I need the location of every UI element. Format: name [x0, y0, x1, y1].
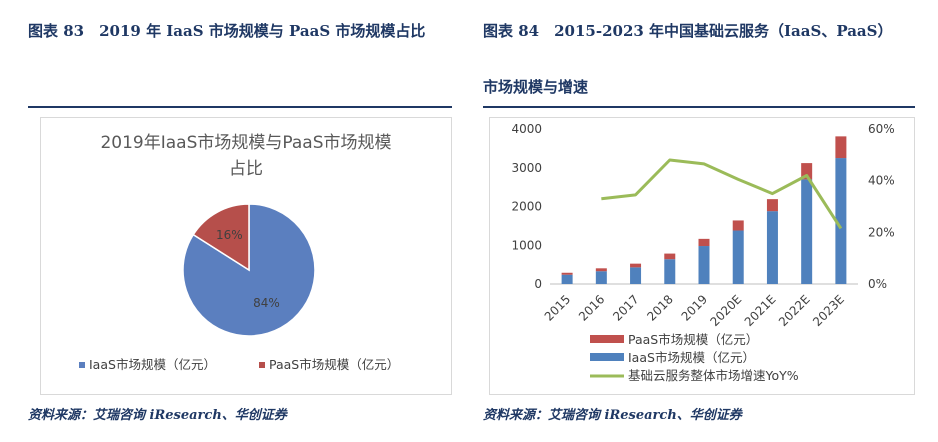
pie-slice-label: 84% — [253, 296, 280, 310]
y-right-tick-label: 60% — [868, 122, 895, 136]
pie-title-line2: 占比 — [229, 159, 263, 179]
title-rule — [483, 106, 915, 108]
legend-swatch-iaas — [590, 353, 624, 361]
bar-paas — [835, 136, 847, 159]
pie-slice-2 — [192, 203, 250, 272]
pie-slice-label: 16% — [216, 228, 243, 242]
pie-chart-box: 2019年IaaS市场规模与PaaS市场规模 占比 84% 16% IaaS市场规模（亿… — [40, 117, 452, 395]
bar-line-chart-box: 0 1000 2000 3000 4000 0% 20% 40% 60% 2015 2016 2017… — [489, 117, 915, 395]
source-note: 资料来源：艾瑞咨询 iResearch、华创证券 — [28, 408, 287, 423]
y-right-tick-label: 40% — [868, 174, 895, 188]
x-tick-label: 2020E — [707, 292, 744, 329]
bar-line-chart: 0 1000 2000 3000 4000 0% 20% 40% 60% 2015 2016 2017… — [511, 122, 895, 383]
bar-paas — [766, 199, 778, 212]
bar-iaas — [732, 230, 744, 284]
legend-swatch-paas — [590, 335, 624, 343]
y-left-tick-label: 3000 — [511, 161, 542, 175]
x-tick-label: 2019 — [679, 292, 710, 323]
legend-swatch — [79, 362, 85, 368]
bar-iaas — [664, 259, 676, 284]
bar-paas — [595, 268, 607, 272]
x-tick-label: 2017 — [610, 292, 641, 323]
legend-label-yoy: 基础云服务整体市场增速YoY% — [628, 368, 799, 383]
line-yoy-growth — [601, 158, 843, 230]
bar-iaas — [595, 271, 607, 284]
bar-iaas — [630, 267, 642, 284]
source-note: 资料来源：艾瑞咨询 iResearch、华创证券 — [483, 408, 742, 423]
right-figure-panel: 图表 84 2015-2023 年中国基础云服务（IaaS、PaaS） 市场规模… — [483, 0, 915, 442]
pie-title-line1: 2019年IaaS市场规模与PaaS市场规模 — [100, 133, 391, 153]
bar-iaas — [766, 211, 778, 284]
y-left-tick-label: 0 — [534, 277, 542, 291]
x-tick-label: 2021E — [742, 292, 779, 329]
bar-paas — [732, 220, 744, 231]
y-right-tick-label: 20% — [868, 225, 895, 239]
left-figure-panel: 图表 83 2019 年 IaaS 市场规模与 PaaS 市场规模占比 2019… — [28, 0, 452, 442]
y-left-tick-label: 1000 — [511, 238, 542, 252]
figure-title-line2: 市场规模与增速 — [483, 78, 589, 96]
x-tick-label: 2022E — [776, 292, 813, 329]
figure-title: 图表 83 2019 年 IaaS 市场规模与 PaaS 市场规模占比 — [28, 22, 426, 40]
bar-paas — [698, 238, 710, 247]
bar-iaas — [561, 274, 573, 284]
bar-iaas — [835, 158, 847, 284]
x-tick-label: 2016 — [576, 292, 607, 323]
legend-swatch — [259, 362, 265, 368]
bar-paas — [630, 263, 642, 268]
bar-iaas — [698, 246, 710, 284]
legend-label: IaaS市场规模（亿元） — [89, 357, 216, 372]
y-left-tick-label: 4000 — [511, 122, 542, 136]
x-tick-label: 2015 — [542, 292, 573, 323]
legend-label-iaas: IaaS市场规模（亿元） — [628, 350, 755, 365]
bar-paas — [664, 253, 676, 260]
bar-paas — [801, 163, 813, 180]
bar-paas — [561, 272, 573, 275]
legend-label-paas: PaaS市场规模（亿元） — [628, 332, 758, 347]
figure-title-line1: 图表 84 2015-2023 年中国基础云服务（IaaS、PaaS） — [483, 22, 893, 40]
y-right-tick-label: 0% — [868, 277, 887, 291]
x-tick-label: 2018 — [644, 292, 675, 323]
legend-label: PaaS市场规模（亿元） — [269, 357, 399, 372]
x-tick-label: 2023E — [810, 292, 847, 329]
title-rule — [28, 106, 452, 108]
bar-iaas — [801, 179, 813, 284]
y-left-tick-label: 2000 — [511, 200, 542, 214]
